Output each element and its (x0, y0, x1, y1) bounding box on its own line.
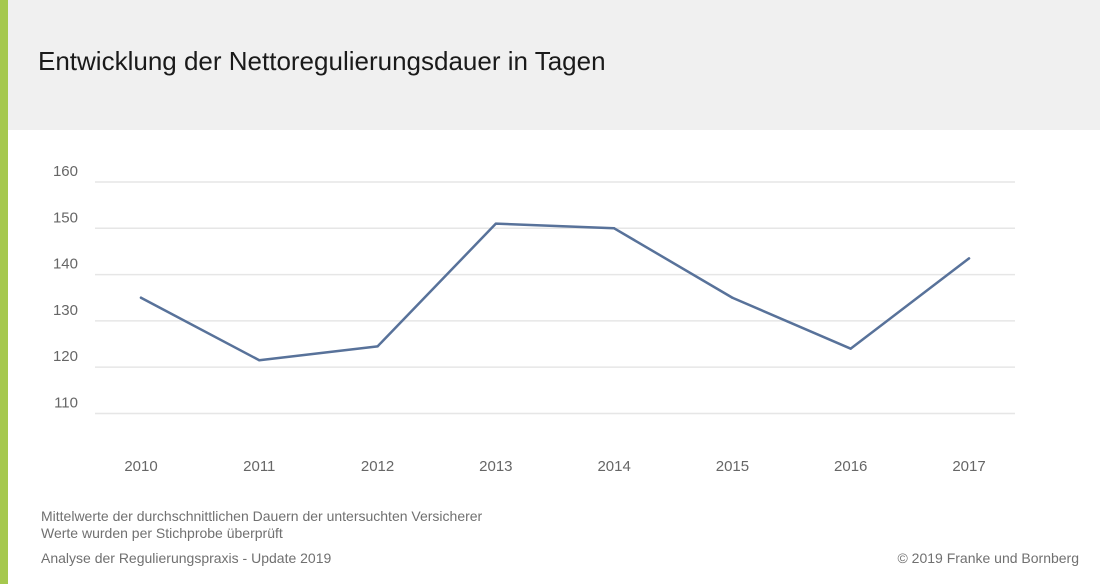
data-point[interactable] (139, 296, 143, 299)
footnote-line-2: Werte wurden per Stichprobe überprüft (41, 525, 283, 541)
x-tick-label: 2013 (479, 458, 512, 475)
x-tick-label: 2011 (243, 458, 275, 475)
header: Entwicklung der Nettoregulierungsdauer i… (8, 0, 1100, 130)
data-point[interactable] (376, 345, 379, 348)
x-tick-label: 2016 (834, 458, 867, 475)
x-tick-label: 2012 (361, 458, 394, 475)
data-point[interactable] (258, 359, 261, 362)
accent-bar (0, 0, 8, 584)
y-axis-ticks: 110 120 130 140 150 160 (53, 163, 78, 411)
x-tick-label: 2014 (597, 458, 630, 475)
y-tick-label: 160 (53, 163, 78, 180)
y-tick-label: 110 (54, 394, 78, 411)
y-tick-label: 120 (53, 348, 78, 365)
data-point[interactable] (612, 227, 616, 230)
y-tick-label: 150 (53, 209, 78, 226)
x-axis-ticks: 2010 2011 2012 2013 2014 2015 2016 2017 (124, 458, 985, 475)
y-tick-label: 130 (53, 302, 78, 319)
chart-title: Entwicklung der Nettoregulierungsdauer i… (38, 46, 606, 76)
copyright-text: © 2019 Franke und Bornberg (897, 550, 1079, 566)
data-point[interactable] (494, 222, 498, 225)
x-tick-label: 2015 (716, 458, 749, 475)
y-tick-label: 140 (53, 256, 78, 273)
x-tick-label: 2017 (952, 458, 985, 475)
series-layer (139, 222, 971, 362)
gridlines (95, 181, 1015, 415)
data-point[interactable] (967, 257, 971, 260)
data-point[interactable] (731, 296, 734, 299)
footnote-line-1: Mittelwerte der durchschnittlichen Dauer… (41, 508, 483, 524)
x-tick-label: 2010 (124, 458, 157, 475)
source-text: Analyse der Regulierungspraxis - Update … (41, 550, 332, 566)
data-point[interactable] (849, 347, 852, 350)
series-line (139, 222, 971, 362)
